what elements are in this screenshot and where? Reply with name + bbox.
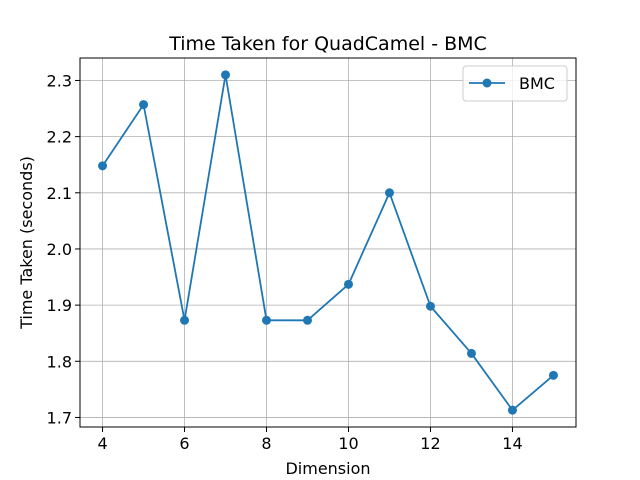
plot-frame (79, 57, 577, 428)
legend-box (462, 65, 568, 102)
data-point (548, 370, 558, 380)
y-tick-label: 1.9 (47, 296, 72, 315)
data-point (384, 188, 394, 198)
x-axis-label: Dimension (285, 459, 370, 478)
y-tick-label: 2.0 (47, 240, 72, 259)
y-tick-label: 1.8 (47, 352, 72, 371)
x-tick-label: 4 (97, 434, 107, 453)
x-tick-label: 10 (338, 434, 358, 453)
data-point (180, 315, 190, 325)
x-tick-label: 6 (179, 434, 189, 453)
chart-title: Time Taken for QuadCamel - BMC (168, 33, 487, 55)
x-tick-label: 8 (261, 434, 271, 453)
data-point (262, 315, 272, 325)
legend: BMC (462, 65, 568, 102)
y-tick-label: 1.7 (47, 408, 72, 427)
x-tick-label: 12 (420, 434, 440, 453)
data-point (303, 315, 313, 325)
y-tick-label: 2.1 (47, 184, 72, 203)
legend-label-bmc: BMC (519, 74, 555, 93)
data-point (507, 405, 517, 415)
x-tick-label: 14 (502, 434, 522, 453)
grid-lines (80, 58, 576, 427)
x-axis-ticks: 4 6 8 10 12 14 (97, 427, 523, 453)
data-point (343, 279, 353, 289)
data-point (98, 161, 108, 171)
y-axis-ticks: 1.7 1.8 1.9 2.0 2.1 2.2 2.3 (47, 71, 80, 427)
data-point (425, 301, 435, 311)
y-tick-label: 2.2 (47, 128, 72, 147)
data-point (139, 100, 149, 110)
y-axis-label: Time Taken (seconds) (17, 156, 36, 330)
series-group (98, 70, 558, 415)
data-point (466, 348, 476, 358)
legend-marker-swatch (482, 78, 492, 88)
series-line-bmc (101, 73, 555, 412)
y-tick-label: 2.3 (47, 71, 72, 90)
data-point (221, 70, 231, 80)
